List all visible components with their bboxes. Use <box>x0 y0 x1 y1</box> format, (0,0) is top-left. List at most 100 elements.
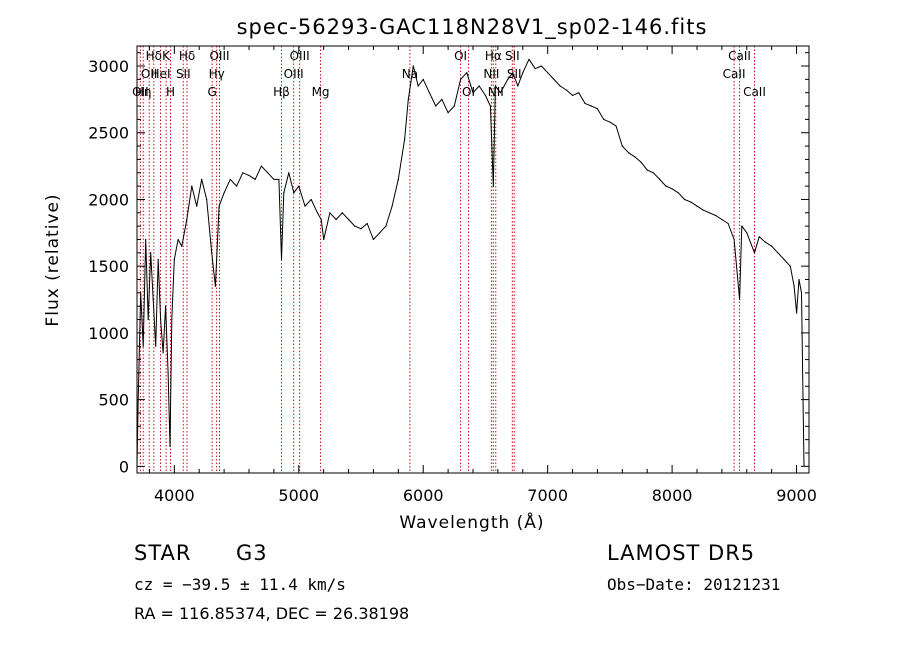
y-axis-label: Flux (relative) <box>43 193 63 326</box>
spectrum-data-point <box>304 205 306 207</box>
spectrum-data-point <box>512 72 514 74</box>
x-axis-label: Wavelength (Å) <box>399 511 544 533</box>
spectrum-data-point <box>499 92 501 94</box>
spectral-line-labels: OIIHηOIIHδHeIKHSIIHδGHγOIIIHβOIIIOIIIMgN… <box>132 49 766 99</box>
spectrum-data-point <box>372 238 374 241</box>
spectral-line-label: NII <box>488 85 504 99</box>
spectral-line-markers <box>139 46 755 473</box>
plot-frame <box>136 45 810 474</box>
spectrum-data-point <box>764 241 767 243</box>
spectrum-data-point <box>157 258 159 261</box>
spectrum-data-point <box>796 312 798 314</box>
spectrum-data-point <box>206 198 208 201</box>
spectral-line-label: Hδ <box>146 49 162 63</box>
spectrum-data-point <box>348 218 350 221</box>
spectral-line-label: Hα <box>485 49 502 63</box>
spectrum-data-point <box>559 85 561 87</box>
spectrum-data-point <box>218 205 220 207</box>
spectrum-data-point <box>441 98 443 100</box>
spectrum-data-point <box>214 285 216 287</box>
chart-title: spec-56293-GAC118N28V1_sp02-146.fits <box>237 15 708 40</box>
spectrum-data-point <box>553 78 555 80</box>
spectrum-data-point <box>733 238 735 241</box>
spectrum-data-point <box>196 205 198 207</box>
spectrum-data-point <box>746 232 748 234</box>
spectrum-data-point <box>181 245 183 247</box>
spectrum-data-point <box>298 185 300 187</box>
spectral-line-label: G <box>208 85 217 99</box>
spectrum-data-point <box>354 225 356 227</box>
spectral-line-label: CaII <box>723 67 746 81</box>
spectrum-data-point <box>335 218 337 221</box>
spectrum-data-point <box>283 192 285 194</box>
spectrum-data-point <box>273 178 275 180</box>
spectrum-data-point <box>609 121 611 123</box>
spectrum-data-point <box>758 236 760 238</box>
spectrum-data-point <box>603 118 605 120</box>
spectrum-data-point <box>478 85 480 87</box>
spectrum-data-point <box>391 205 393 207</box>
spectral-line-label: CaII <box>743 85 766 99</box>
spectrum-data-point <box>293 192 295 194</box>
spectrum-data-point <box>169 445 171 447</box>
spectral-line-label: OIII <box>284 67 304 81</box>
x-tick-label: 4000 <box>154 486 195 505</box>
spectral-line-label: Mg <box>312 85 330 99</box>
spectrum-data-point <box>596 108 599 110</box>
spectrum-data-point <box>248 174 250 176</box>
spectrum-data-point <box>167 372 169 374</box>
spectrum-data-point <box>628 152 630 154</box>
spectrum-data-point <box>572 94 574 96</box>
spectrum-data-point <box>417 85 419 87</box>
spectrum-data-point <box>242 172 244 174</box>
y-tick-label: 1500 <box>88 257 129 276</box>
spectrum-data-point <box>789 265 791 267</box>
y-tick-label: 0 <box>119 457 129 476</box>
x-tick-label: 9000 <box>776 486 817 505</box>
spectral-line-label: Hβ <box>273 85 290 99</box>
spectrum-data-point <box>211 252 213 254</box>
spectrum-data-point <box>489 105 491 107</box>
spectral-line-label: OI <box>454 49 467 63</box>
spectrum-data-point <box>260 165 262 167</box>
spectrum-data-point <box>236 185 238 187</box>
spectrum-data-point <box>310 198 312 201</box>
spectrum-series <box>136 58 805 467</box>
x-axis: 4000 5000 6000 7000 8000 9000 <box>148 46 817 505</box>
spectrum-data-point <box>708 212 711 214</box>
y-tick-label: 3000 <box>88 57 129 76</box>
spectrum-data-point <box>379 232 381 234</box>
spectrum-data-point <box>150 252 152 254</box>
spectrum-data-point <box>634 156 636 158</box>
spectrum-data-point <box>160 318 162 321</box>
spectral-line-label: H <box>166 85 175 99</box>
spectrum-data-point <box>145 238 147 241</box>
spectral-line-label: OIII <box>290 49 310 63</box>
spectrum-data-point <box>422 78 424 80</box>
spectrum-data-point <box>615 125 617 127</box>
spectrum-data-point <box>173 258 175 261</box>
y-tick-label: 2000 <box>88 190 129 209</box>
spectrum-data-point <box>466 72 468 74</box>
spectrum-data-point <box>397 178 399 180</box>
spectrum-data-point <box>447 112 449 114</box>
spectrum-data-point <box>659 178 661 180</box>
spectrum-data-point <box>547 72 549 74</box>
spectrum-data-point <box>229 178 231 180</box>
spectrum-data-point <box>407 98 409 100</box>
survey-name: LAMOST DR5 <box>607 541 756 565</box>
object-subclass: G3 <box>236 541 268 565</box>
spectral-line-label: OII <box>132 85 149 99</box>
y-axis: 0 500 1000 1500 2000 2500 3000 <box>88 52 809 476</box>
spectrum-data-point <box>741 225 743 227</box>
spectrum-data-point <box>201 178 203 180</box>
spectrum-series-line <box>136 58 805 467</box>
spectrum-data-point <box>798 278 800 281</box>
spectrum-data-point <box>360 228 362 230</box>
spectrum-data-point <box>578 92 580 94</box>
spectrum-data-point <box>329 212 331 214</box>
spectrum-data-point <box>584 102 586 104</box>
spectral-line-label: OII <box>141 67 158 81</box>
spectral-line-label: Hδ <box>179 49 195 63</box>
y-tick-label: 1000 <box>88 324 129 343</box>
